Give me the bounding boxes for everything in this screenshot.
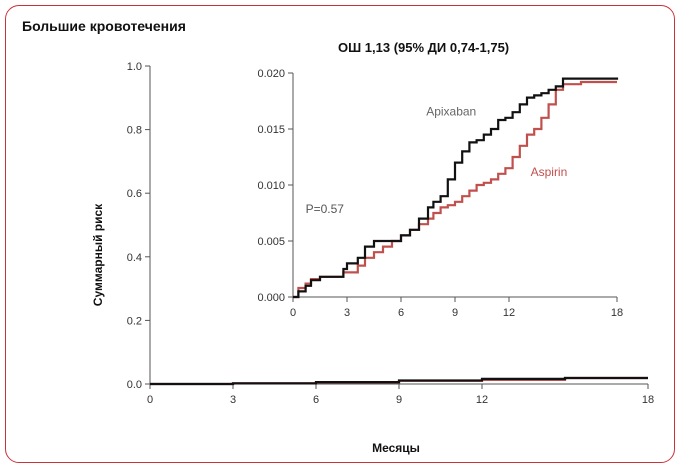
inset-x-tick-label: 12 [503,307,515,319]
inset-plot: 0.000 0.005 0.010 0.015 0.020 0 3 6 9 12 18 Apixaba… [257,68,623,319]
inset-y-tick-label: 0.005 [257,236,285,248]
inset-series-aspirin [293,80,617,299]
inset-x-tick-label: 0 [290,307,296,319]
p-value-annotation: P=0.57 [306,202,345,216]
y-axis-title: Суммарный риск [91,203,105,306]
inset-x-tick-label: 6 [398,307,404,319]
inset-title: ОШ 1,13 (95% ДИ 0,74-1,75) [338,40,510,55]
main-series-apixaban [150,376,648,386]
main-x-tick-label: 3 [230,394,236,406]
main-x-tick-label: 0 [147,394,153,406]
main-y-tick-label: 0.6 [127,188,142,200]
inset-x-tick-label: 9 [452,307,458,319]
series-label-aspirin: Aspirin [531,165,568,179]
inset-series-apixaban [293,77,619,299]
main-y-tick-label: 1.0 [127,61,142,73]
main-plot: 0.0 0.2 0.4 0.6 0.8 1.0 0 3 6 9 12 18 [127,61,654,406]
inset-y-tick-label: 0.010 [257,180,285,192]
x-axis-title: Месяцы [372,441,420,455]
panel-title: Большие кровотечения [22,18,186,34]
main-y-tick-label: 0.8 [127,125,142,137]
main-y-tick-label: 0.2 [127,315,142,327]
main-y-tick-label: 0.0 [127,379,142,391]
inset-y-tick-label: 0.000 [257,292,285,304]
series-label-apixaban: Apixaban [426,105,476,119]
inset-x-tick-label: 18 [611,307,623,319]
inset-y-tick-label: 0.015 [257,124,285,136]
main-y-tick-label: 0.4 [127,252,142,264]
main-x-tick-label: 18 [642,394,654,406]
main-x-tick-label: 6 [313,394,319,406]
main-x-tick-label: 9 [396,394,402,406]
inset-y-tick-label: 0.020 [257,68,285,80]
main-x-tick-label: 12 [476,394,488,406]
inset-x-tick-label: 3 [344,307,350,319]
